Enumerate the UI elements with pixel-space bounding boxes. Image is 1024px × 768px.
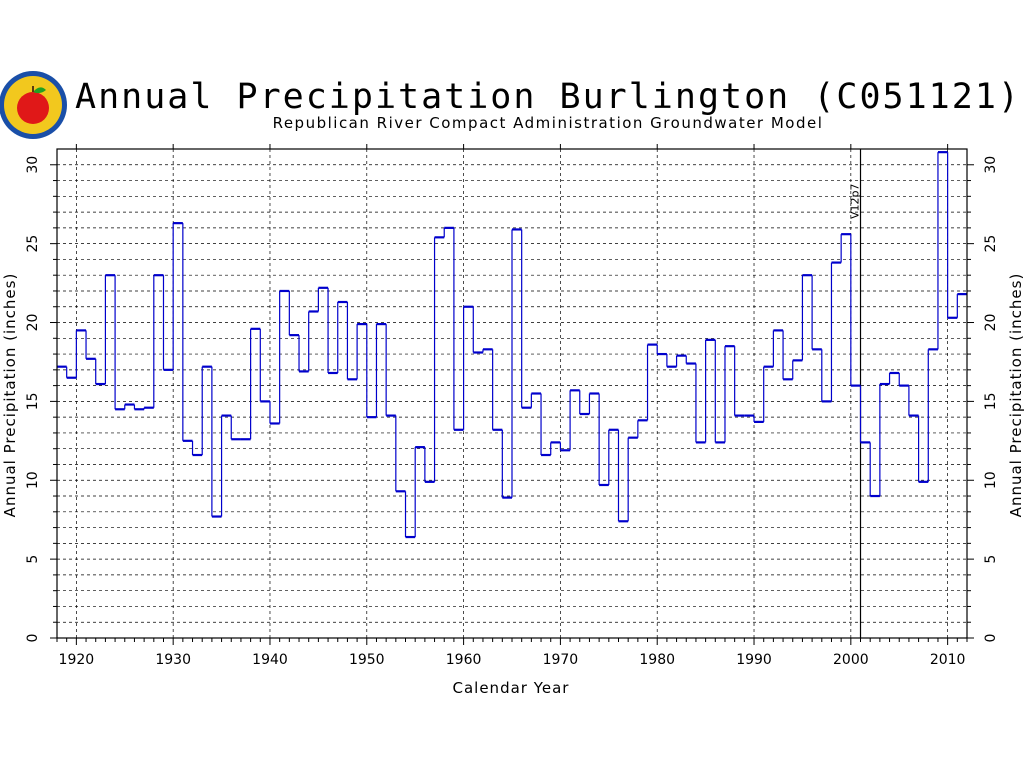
x-tick-label: 1960 <box>446 652 482 668</box>
y-tick-label-right: 30 <box>983 156 999 174</box>
series-layer <box>57 151 967 539</box>
x-tick-label: 2010 <box>930 652 966 668</box>
y-tick-label-left: 0 <box>25 634 41 643</box>
y-tick-label-left: 25 <box>25 235 41 253</box>
x-tick-label: 1940 <box>252 652 288 668</box>
y-tick-label-left: 15 <box>25 392 41 410</box>
chart-title: Annual Precipitation Burlington (C051121… <box>75 77 1021 117</box>
annotation-label: V12p7 <box>849 183 862 219</box>
apple-icon <box>17 92 49 124</box>
y-tick-label-right: 15 <box>983 392 999 410</box>
annotation: V12p7 <box>849 149 862 638</box>
x-tick-label: 1990 <box>736 652 772 668</box>
y-tick-label-right: 0 <box>983 634 999 643</box>
x-axis-label: Calendar Year <box>453 679 570 697</box>
x-tick-label: 1970 <box>543 652 579 668</box>
x-tick-label: 2000 <box>833 652 869 668</box>
chart-subtitle: Republican River Compact Administration … <box>273 114 824 132</box>
y-axis-label-left: Annual Precipitation (inches) <box>1 273 19 518</box>
y-tick-label-left: 5 <box>25 555 41 564</box>
tick-layer: 1920 1930 1940 1950 1960 1970 1980 1990 2000 2010… <box>25 144 999 668</box>
y-tick-label-right: 5 <box>983 555 999 564</box>
logo <box>0 71 67 139</box>
x-tick-label: 1980 <box>639 652 675 668</box>
y-tick-label-left: 20 <box>25 314 41 332</box>
y-tick-label-left: 10 <box>25 471 41 489</box>
x-tick-label: 1920 <box>59 652 95 668</box>
y-tick-label-right: 20 <box>983 314 999 332</box>
y-tick-label-right: 25 <box>983 235 999 253</box>
grid <box>57 149 967 638</box>
y-tick-label-left: 30 <box>25 156 41 174</box>
x-tick-label: 1930 <box>155 652 191 668</box>
x-tick-label: 1950 <box>349 652 385 668</box>
leaf-icon <box>33 87 46 94</box>
y-axis-label-right: Annual Precipitation (inches) <box>1007 273 1024 518</box>
y-tick-label-right: 10 <box>983 471 999 489</box>
